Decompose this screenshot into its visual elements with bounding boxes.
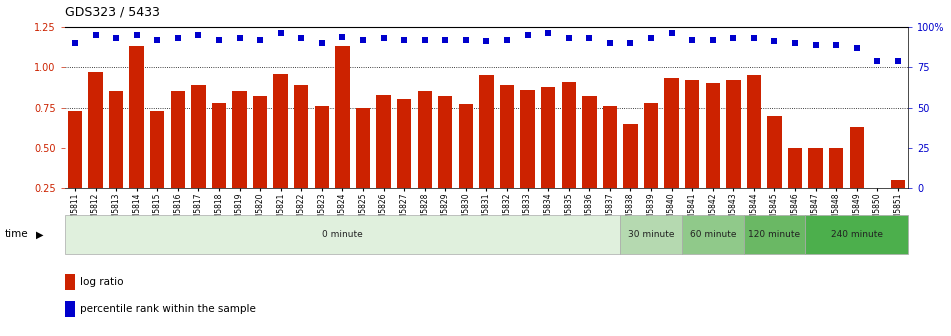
Point: [561, 36, 576, 41]
Point: [726, 36, 741, 41]
Bar: [356, 108, 370, 228]
Bar: [232, 91, 246, 228]
Text: 60 minute: 60 minute: [689, 230, 736, 239]
Point: [211, 37, 226, 42]
Bar: [191, 85, 205, 228]
Text: 0 minute: 0 minute: [322, 230, 362, 239]
Point: [417, 37, 433, 42]
Bar: [129, 46, 144, 228]
Bar: [253, 96, 267, 228]
Text: 240 minute: 240 minute: [831, 230, 883, 239]
Point: [849, 45, 864, 50]
Point: [397, 37, 412, 42]
Point: [68, 40, 83, 46]
Point: [870, 58, 885, 64]
Point: [808, 42, 824, 47]
Bar: [685, 80, 699, 228]
Point: [602, 40, 617, 46]
Point: [191, 32, 206, 38]
Point: [644, 36, 659, 41]
Bar: [829, 148, 844, 228]
Point: [890, 58, 905, 64]
Point: [335, 34, 350, 39]
Bar: [377, 95, 391, 228]
Bar: [65, 215, 620, 254]
Point: [478, 39, 495, 44]
Point: [232, 36, 247, 41]
Bar: [335, 46, 350, 228]
Bar: [417, 91, 432, 228]
Bar: [603, 106, 617, 228]
Bar: [274, 74, 288, 228]
Text: ▶: ▶: [36, 229, 44, 239]
Bar: [294, 85, 308, 228]
Bar: [891, 180, 905, 228]
Bar: [150, 111, 165, 228]
Point: [582, 36, 597, 41]
Point: [767, 39, 782, 44]
Point: [828, 42, 844, 47]
Text: 30 minute: 30 minute: [628, 230, 674, 239]
Text: 120 minute: 120 minute: [748, 230, 801, 239]
Bar: [805, 215, 908, 254]
Point: [170, 36, 185, 41]
Point: [705, 37, 720, 42]
Point: [747, 36, 762, 41]
Bar: [520, 90, 534, 228]
Point: [129, 32, 145, 38]
Bar: [315, 106, 329, 228]
Bar: [744, 215, 805, 254]
Point: [520, 32, 535, 38]
Point: [437, 37, 453, 42]
Bar: [561, 82, 576, 228]
Bar: [458, 104, 473, 228]
Bar: [541, 87, 555, 228]
Bar: [682, 215, 744, 254]
Bar: [849, 127, 864, 228]
Bar: [500, 85, 514, 228]
Point: [356, 37, 371, 42]
Bar: [870, 193, 884, 228]
Bar: [644, 103, 658, 228]
Text: time: time: [5, 229, 29, 239]
Text: log ratio: log ratio: [80, 277, 124, 287]
Point: [664, 31, 679, 36]
Bar: [109, 91, 124, 228]
Bar: [88, 72, 103, 228]
Point: [787, 40, 803, 46]
Bar: [479, 75, 494, 228]
Point: [314, 40, 329, 46]
Point: [540, 31, 555, 36]
Point: [87, 32, 103, 38]
Bar: [65, 274, 75, 290]
Point: [253, 37, 268, 42]
Point: [273, 31, 288, 36]
Bar: [170, 91, 185, 228]
Bar: [767, 116, 782, 228]
Text: percentile rank within the sample: percentile rank within the sample: [80, 304, 256, 314]
Bar: [808, 148, 823, 228]
Point: [623, 40, 638, 46]
Text: GDS323 / 5433: GDS323 / 5433: [65, 5, 160, 18]
Bar: [727, 80, 741, 228]
Bar: [620, 215, 682, 254]
Point: [376, 36, 391, 41]
Bar: [582, 96, 596, 228]
Point: [685, 37, 700, 42]
Bar: [397, 99, 412, 228]
Point: [499, 37, 514, 42]
Bar: [747, 75, 761, 228]
Point: [458, 37, 474, 42]
Bar: [212, 103, 226, 228]
Bar: [68, 111, 82, 228]
Bar: [706, 83, 720, 228]
Point: [149, 37, 165, 42]
Bar: [787, 148, 803, 228]
Bar: [623, 124, 638, 228]
Bar: [65, 301, 75, 317]
Point: [108, 36, 124, 41]
Bar: [438, 96, 453, 228]
Bar: [665, 79, 679, 228]
Point: [294, 36, 309, 41]
